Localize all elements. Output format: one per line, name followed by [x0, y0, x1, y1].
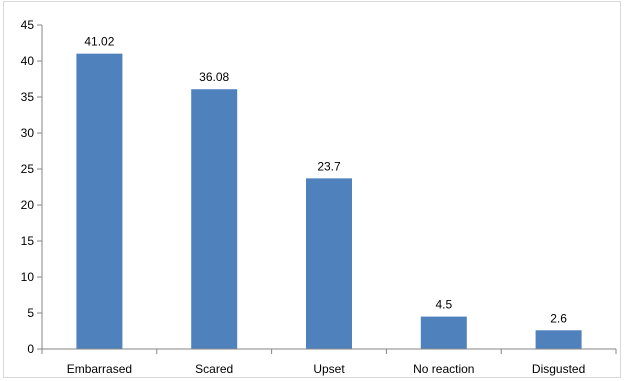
data-labels: 41.02 36.08 23.7 4.5 2.6 [84, 35, 567, 326]
y-tick-label: 15 [21, 234, 35, 248]
bar [306, 178, 352, 349]
bar [191, 89, 238, 349]
category-label: No reaction [413, 362, 474, 376]
y-tick-label: 40 [21, 54, 35, 68]
x-axis-categories: Embarrased Scared Upset No reaction Disguste… [67, 362, 586, 376]
category-label: Scared [195, 362, 233, 376]
bar [535, 330, 582, 349]
y-tick-label: 20 [21, 198, 35, 212]
data-label: 36.08 [199, 70, 229, 84]
y-tick-label: 10 [21, 270, 35, 284]
y-tick-label: 30 [21, 126, 35, 140]
y-tick-label: 25 [21, 162, 35, 176]
y-tick-label: 35 [21, 90, 35, 104]
bars [76, 53, 582, 349]
axes [37, 24, 617, 354]
y-tick-label: 5 [27, 306, 34, 320]
category-label: Embarrased [67, 362, 132, 376]
category-label: Disgusted [532, 362, 585, 376]
data-label: 41.02 [84, 35, 114, 49]
y-tick-label: 0 [27, 342, 34, 356]
bar [420, 316, 467, 349]
y-axis-ticks: 0 5 10 15 20 25 30 35 40 45 [21, 18, 35, 356]
data-label: 2.6 [550, 311, 567, 325]
data-label: 23.7 [317, 159, 341, 173]
y-tick-label: 45 [21, 18, 35, 32]
category-label: Upset [313, 362, 345, 376]
data-label: 4.5 [435, 298, 452, 312]
bar [76, 53, 123, 349]
